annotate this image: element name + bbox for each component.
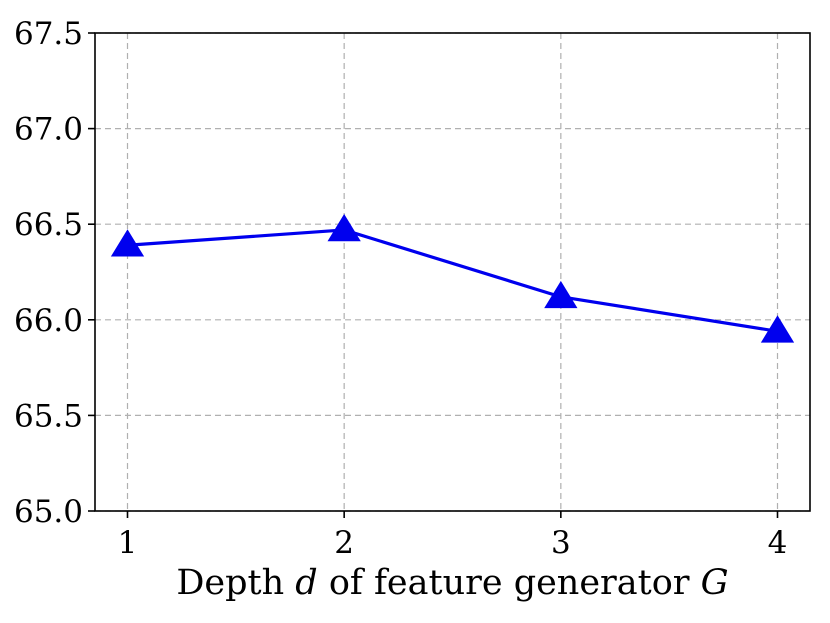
y-tick-label: 66.0 (14, 303, 83, 339)
x-axis-label-prefix: Depth (176, 563, 295, 603)
y-tick-label: 65.5 (14, 398, 83, 434)
x-tick-label: 2 (334, 525, 354, 561)
y-tick-label: 65.0 (14, 494, 83, 530)
grid-lines (95, 32, 810, 512)
x-axis-label-middle: of feature generator (318, 563, 701, 603)
data-point-triangle (760, 315, 795, 343)
data-point-triangle (544, 280, 578, 309)
x-tick-label: 3 (551, 525, 571, 561)
series-line (127, 228, 778, 333)
x-tick-label: 1 (118, 525, 138, 561)
plot-frame (94, 32, 811, 512)
y-tick-label: 67.5 (14, 16, 83, 52)
series-layer (110, 213, 795, 343)
x-tick-label: 4 (768, 525, 788, 561)
y-tick-label: 67.0 (14, 112, 83, 148)
y-tick-label: 66.5 (14, 207, 83, 243)
data-point-triangle (327, 213, 361, 242)
data-point-triangle (110, 229, 145, 257)
axis-ticks: 1 2 3 4 65.0 65.5 66.0 66.5 67.0 67.5 (14, 16, 787, 561)
x-axis-label-var-g: G (701, 563, 729, 603)
x-axis-label-var-d: d (295, 563, 317, 603)
x-axis-label: Depth d of feature generator G (176, 563, 728, 603)
